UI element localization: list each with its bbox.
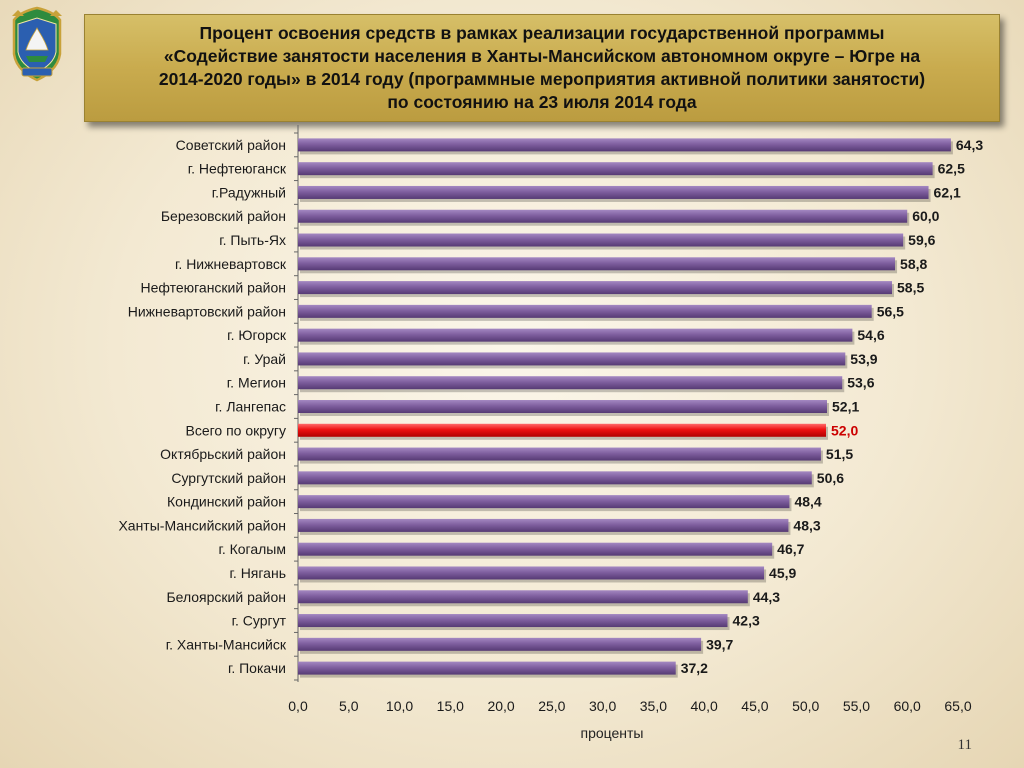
- x-axis-label: проценты: [580, 725, 643, 741]
- category-label: г. Сургут: [232, 613, 287, 629]
- data-label: 60,0: [912, 208, 939, 224]
- category-label: Сургутский район: [171, 470, 286, 486]
- x-tick-label: 40,0: [691, 698, 718, 714]
- bar: [298, 233, 904, 247]
- data-label: 42,3: [733, 613, 760, 629]
- category-label: г. Урай: [243, 351, 286, 367]
- category-label: Нефтеюганский район: [140, 280, 286, 296]
- bar: [298, 447, 821, 461]
- title-line: по состоянию на 23 июля 2014 года: [387, 92, 697, 112]
- category-label: Кондинский район: [167, 494, 286, 510]
- data-label: 53,9: [850, 351, 877, 367]
- bar: [298, 614, 728, 628]
- bar: [298, 423, 826, 437]
- category-label: г. Пыть-Ях: [219, 232, 286, 248]
- data-label: 53,6: [847, 375, 874, 391]
- category-label: г. Нягань: [230, 565, 286, 581]
- category-label: г. Когалым: [218, 541, 286, 557]
- bar: [298, 257, 896, 271]
- x-tick-label: 45,0: [741, 698, 768, 714]
- x-tick-label: 25,0: [538, 698, 565, 714]
- x-tick-label: 30,0: [589, 698, 616, 714]
- x-tick-label: 20,0: [487, 698, 514, 714]
- data-label: 54,6: [857, 327, 884, 343]
- bar: [298, 185, 929, 199]
- category-label: г. Покачи: [228, 660, 286, 676]
- title-line: 2014-2020 годы» в 2014 году (программные…: [158, 69, 926, 89]
- data-label: 64,3: [956, 137, 983, 153]
- data-label: 62,1: [934, 184, 961, 200]
- data-label: 58,5: [897, 280, 924, 296]
- x-tick-label: 60,0: [894, 698, 921, 714]
- category-label: г. Нижневартовск: [175, 256, 287, 272]
- bar: [298, 304, 872, 318]
- category-label: г. Югорск: [227, 327, 287, 343]
- title-banner: Процент освоения средств в рамках реализ…: [84, 14, 1000, 122]
- category-label: Ханты-Мансийский район: [118, 517, 286, 533]
- bar: [298, 281, 892, 295]
- bar: [298, 542, 773, 556]
- x-tick-label: 50,0: [792, 698, 819, 714]
- bar: [298, 138, 951, 152]
- title-line: Процент освоения средств в рамках реализ…: [199, 23, 885, 43]
- data-label: 39,7: [706, 636, 733, 652]
- bar: [298, 162, 933, 176]
- x-tick-label: 55,0: [843, 698, 870, 714]
- page-number: 11: [957, 737, 972, 753]
- bar: [298, 518, 789, 532]
- data-label: 37,2: [681, 660, 708, 676]
- x-tick-label: 5,0: [339, 698, 359, 714]
- data-label: 50,6: [817, 470, 844, 486]
- data-label: 56,5: [877, 303, 904, 319]
- category-label: Березовский район: [161, 208, 286, 224]
- bar: [298, 400, 828, 413]
- data-label: 62,5: [938, 161, 965, 177]
- coat-of-arms-icon: [12, 6, 62, 82]
- x-tick-label: 35,0: [640, 698, 667, 714]
- data-label: 51,5: [826, 446, 853, 462]
- x-tick-label: 65,0: [944, 698, 971, 714]
- title-line: «Содействие занятости населения в Ханты-…: [163, 46, 921, 66]
- category-label: Советский район: [176, 137, 286, 153]
- bar: [298, 209, 908, 223]
- category-label: Всего по округу: [185, 422, 286, 438]
- bar: [298, 471, 812, 485]
- data-label: 52,1: [832, 399, 859, 415]
- category-label: г. Ханты-Мансийск: [166, 636, 287, 652]
- category-label: г. Мегион: [227, 375, 286, 391]
- category-label: Белоярский район: [166, 589, 286, 605]
- data-label: 45,9: [769, 565, 796, 581]
- bar: [298, 352, 846, 366]
- data-label: 48,3: [793, 517, 820, 533]
- category-label: Октябрьский район: [160, 446, 286, 462]
- bar: [298, 566, 765, 580]
- bar: [298, 590, 748, 604]
- data-label: 59,6: [908, 232, 935, 248]
- category-label: г.Радужный: [212, 184, 286, 200]
- x-tick-label: 0,0: [288, 698, 308, 714]
- category-label: Нижневартовский район: [128, 303, 286, 319]
- x-tick-label: 10,0: [386, 698, 413, 714]
- bar: [298, 328, 853, 342]
- bar: [298, 495, 790, 509]
- bar: [298, 376, 843, 390]
- data-label: 44,3: [753, 589, 780, 605]
- data-label: 52,0: [831, 422, 858, 438]
- data-label: 58,8: [900, 256, 927, 272]
- bar: [298, 661, 676, 675]
- bar: [298, 637, 702, 651]
- category-label: г. Нефтеюганск: [188, 161, 287, 177]
- category-label: г. Лангепас: [215, 399, 286, 415]
- data-label: 48,4: [794, 494, 821, 510]
- chart-title: Процент освоения средств в рамках реализ…: [145, 22, 939, 114]
- x-tick-label: 15,0: [437, 698, 464, 714]
- data-label: 46,7: [777, 541, 804, 557]
